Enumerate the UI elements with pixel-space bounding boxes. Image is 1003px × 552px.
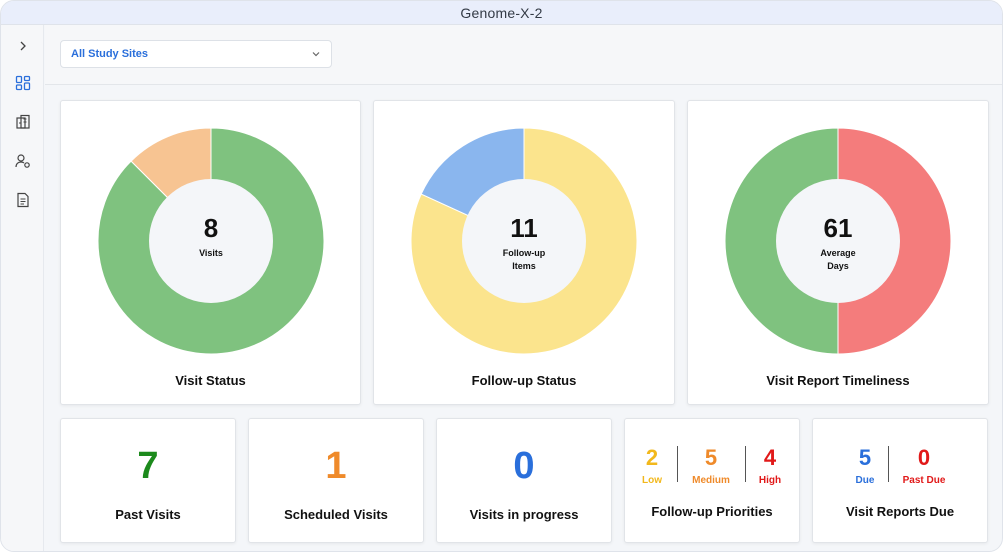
sidebar xyxy=(1,25,44,551)
nav-reports[interactable] xyxy=(12,189,34,211)
reports-due-value: 5 xyxy=(858,445,872,470)
visit-status-value: 8 xyxy=(204,213,218,243)
scheduled-visits-card[interactable]: 1 Scheduled Visits xyxy=(248,418,424,543)
priority-medium: 5 Medium xyxy=(681,445,741,486)
followup-status-value: 11 xyxy=(510,213,538,243)
timeliness-value: 61 xyxy=(824,213,853,243)
window-title: Genome-X-2 xyxy=(460,4,543,21)
priority-high-value: 4 xyxy=(763,445,777,470)
followup-priorities-title: Follow-up Priorities xyxy=(651,504,773,519)
study-site-select-value: All Study Sites xyxy=(71,48,149,60)
followup-priorities-card[interactable]: 2 Low 5 Medium 4 High Follow-up Prioriti… xyxy=(624,418,800,543)
priority-high-label: High xyxy=(758,475,782,486)
visit-status-title: Visit Status xyxy=(175,373,246,388)
in-progress-value: 0 xyxy=(513,445,535,487)
scheduled-visits-title: Scheduled Visits xyxy=(284,507,388,522)
followup-status-card[interactable]: 11 Follow-up Items Follow-up Status xyxy=(373,100,675,405)
priority-divider xyxy=(677,446,678,482)
timeliness-center-label-2: Days xyxy=(827,261,849,271)
timeliness-center-label-1: Average xyxy=(820,248,855,258)
window-titlebar: Genome-X-2 xyxy=(1,1,1002,25)
user-settings-icon xyxy=(15,154,30,168)
followup-status-center-label-2: Items xyxy=(512,261,536,271)
filter-bar: All Study Sites xyxy=(45,25,1002,85)
nav-sites[interactable] xyxy=(12,111,34,133)
document-icon xyxy=(17,192,29,208)
nav-dashboard[interactable] xyxy=(12,72,34,94)
timeliness-donut: 61 Average Days xyxy=(724,127,952,355)
past-visits-value: 7 xyxy=(137,445,159,487)
timeliness-card[interactable]: 61 Average Days Visit Report Timeliness xyxy=(687,100,989,405)
reports-past-due-value: 0 xyxy=(917,445,931,470)
study-site-select[interactable]: All Study Sites xyxy=(60,40,332,68)
priority-low-value: 2 xyxy=(645,445,659,470)
followup-status-title: Follow-up Status xyxy=(471,373,577,388)
reports-due-label: Due xyxy=(855,475,875,486)
priority-divider xyxy=(745,446,746,482)
past-visits-card[interactable]: 7 Past Visits xyxy=(60,418,236,543)
reports-divider xyxy=(888,446,889,482)
timeliness-title: Visit Report Timeliness xyxy=(766,373,910,388)
reports-past-due: 0 Past Due xyxy=(894,445,954,486)
reports-due-card[interactable]: 5 Due 0 Past Due Visit Reports Due xyxy=(812,418,988,543)
visit-status-center-label: Visits xyxy=(199,248,223,258)
in-progress-title: Visits in progress xyxy=(469,507,579,522)
nav-users[interactable] xyxy=(12,150,34,172)
expand-sidebar-button[interactable] xyxy=(12,35,34,57)
reports-due: 5 Due xyxy=(835,445,895,486)
in-progress-card[interactable]: 0 Visits in progress xyxy=(436,418,612,543)
priority-medium-value: 5 xyxy=(704,445,718,470)
followup-status-center-label-1: Follow-up xyxy=(503,248,546,258)
followup-status-donut: 11 Follow-up Items xyxy=(410,127,638,355)
priority-low: 2 Low xyxy=(622,445,682,486)
donut-slice-0[interactable] xyxy=(97,127,325,355)
priority-high: 4 High xyxy=(740,445,800,486)
reports-due-title: Visit Reports Due xyxy=(845,504,955,519)
priority-low-label: Low xyxy=(642,475,662,486)
chevron-right-icon xyxy=(20,41,26,51)
past-visits-title: Past Visits xyxy=(115,507,181,522)
priority-medium-label: Medium xyxy=(692,475,730,486)
visit-status-donut: 8 Visits xyxy=(97,127,325,355)
chevron-down-icon xyxy=(312,52,320,57)
reports-past-due-label: Past Due xyxy=(902,475,946,486)
dashboard-grid-icon xyxy=(15,75,31,91)
visit-status-card[interactable]: 8 Visits Visit Status xyxy=(60,100,361,405)
building-icon xyxy=(16,114,30,129)
scheduled-visits-value: 1 xyxy=(325,445,347,487)
